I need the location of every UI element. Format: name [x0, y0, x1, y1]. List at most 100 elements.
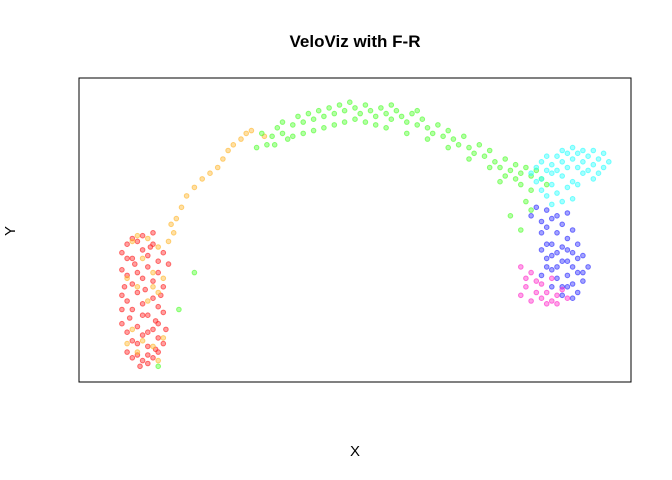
scatter-point	[528, 298, 534, 304]
scatter-point	[507, 167, 514, 174]
scatter-point	[362, 119, 369, 125]
scatter-point	[543, 264, 550, 270]
scatter-point	[155, 289, 161, 296]
scatter-point	[595, 170, 602, 176]
scatter-point	[155, 335, 161, 341]
scatter-point	[290, 122, 296, 128]
scatter-point	[383, 125, 389, 131]
scatter-point	[574, 255, 581, 262]
scatter-point	[569, 295, 576, 302]
scatter-point	[199, 176, 205, 182]
scatter-point	[554, 249, 560, 256]
scatter-point	[461, 133, 467, 140]
scatter-point	[230, 142, 237, 148]
scatter-point	[150, 295, 156, 302]
scatter-point	[145, 360, 151, 367]
scatter-point	[160, 284, 167, 290]
scatter-point	[155, 244, 161, 250]
scatter-point	[538, 230, 545, 236]
scatter-point	[533, 204, 540, 211]
scatter-point	[580, 147, 586, 154]
scatter-point	[168, 221, 174, 228]
scatter-point	[502, 156, 509, 162]
scatter-point	[404, 130, 410, 137]
scatter-point	[271, 142, 278, 148]
y-axis-label: Y	[2, 226, 19, 236]
scatter-point	[139, 357, 146, 364]
scatter-point	[129, 355, 136, 361]
scatter-point	[326, 105, 332, 111]
scatter-point	[538, 295, 545, 302]
scatter-point	[155, 303, 161, 310]
scatter-point	[121, 284, 128, 290]
scatter-point	[559, 173, 566, 179]
scatter-point	[295, 113, 301, 120]
x-axis-label: X	[350, 443, 360, 460]
scatter-point	[183, 193, 190, 199]
scatter-point	[393, 107, 400, 114]
scatter-point	[455, 142, 462, 148]
scatter-point	[124, 275, 130, 282]
scatter-point	[145, 352, 151, 358]
scatter-point	[145, 329, 151, 336]
scatter-point	[518, 181, 524, 188]
scatter-point	[290, 133, 296, 140]
scatter-point	[341, 119, 348, 125]
scatter-point	[119, 249, 125, 256]
scatter-point	[124, 349, 130, 355]
scatter-point	[160, 249, 167, 256]
scatter-point	[383, 110, 389, 117]
scatter-point	[559, 258, 566, 265]
scatter-point	[481, 153, 488, 159]
scatter-point	[554, 230, 560, 236]
scatter-point	[549, 241, 555, 247]
scatter-point	[220, 156, 226, 162]
scatter-point	[523, 198, 529, 205]
scatter-point	[145, 235, 151, 242]
scatter-point	[150, 355, 156, 361]
scatter-point	[580, 252, 586, 259]
scatter-point	[155, 258, 161, 265]
scatter-point	[259, 130, 265, 137]
scatter-point	[139, 247, 146, 253]
scatter-point	[129, 255, 136, 262]
scatter-point	[564, 150, 571, 157]
scatter-point	[606, 159, 612, 165]
scatter-point	[590, 176, 597, 182]
scatter-point	[352, 116, 358, 122]
scatter-point	[440, 133, 446, 140]
scatter-point	[528, 213, 534, 219]
scatter-point	[372, 122, 379, 128]
scatter-point	[564, 210, 571, 216]
scatter-point	[533, 278, 540, 284]
scatter-point	[139, 301, 146, 307]
scatter-point	[569, 196, 576, 202]
scatter-point	[150, 269, 156, 276]
scatter-point	[523, 284, 529, 290]
scatter-point	[564, 258, 571, 265]
scatter-point	[559, 292, 566, 299]
scatter-point	[554, 264, 560, 270]
scatter-point	[170, 230, 177, 236]
scatter-point	[129, 326, 136, 333]
scatter-point	[445, 127, 452, 134]
scatter-point	[533, 178, 540, 185]
scatter-point	[145, 252, 151, 259]
scatter-point	[554, 301, 560, 307]
scatter-point	[518, 227, 524, 233]
scatter-point	[549, 298, 555, 304]
scatter-point	[528, 187, 534, 193]
scatter-point	[155, 320, 161, 327]
scatter-point	[559, 147, 566, 154]
scatter-point	[124, 340, 130, 347]
scatter-point	[574, 181, 581, 188]
scatter-point	[139, 332, 146, 338]
scatter-point	[357, 110, 364, 117]
scatter-point	[518, 264, 524, 270]
data-points	[119, 99, 612, 370]
scatter-point	[528, 269, 534, 276]
scatter-point	[435, 122, 441, 128]
scatter-point	[543, 167, 550, 174]
scatter-point	[497, 178, 503, 185]
scatter-point	[315, 107, 322, 114]
